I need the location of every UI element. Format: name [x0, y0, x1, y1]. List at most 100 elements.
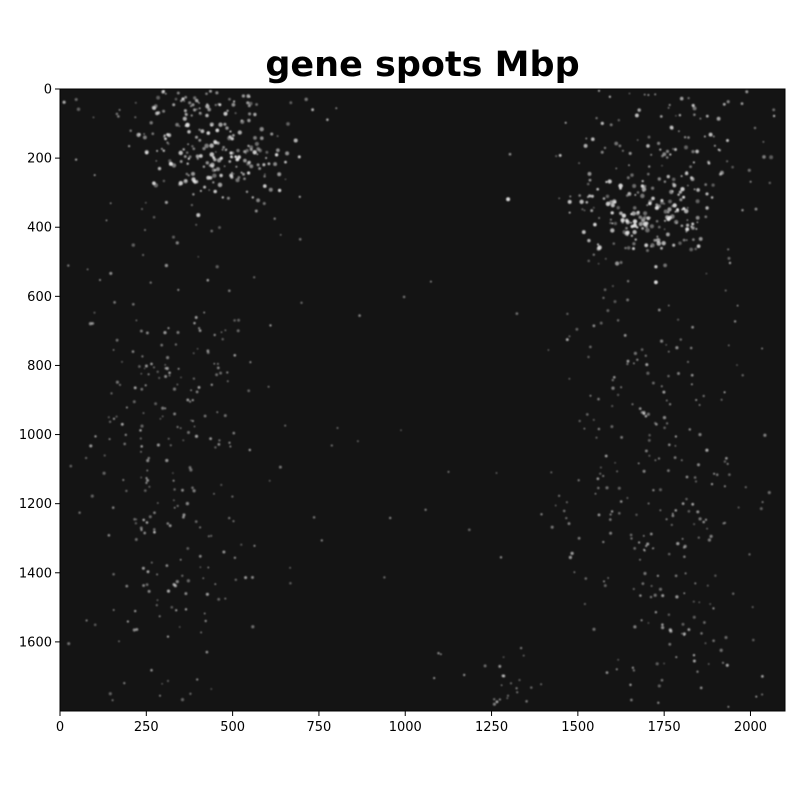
gene-spot — [558, 197, 561, 200]
gene-spot — [198, 128, 201, 131]
gene-spot — [595, 436, 598, 439]
gene-spot — [268, 479, 271, 482]
gene-spot — [696, 244, 701, 249]
x-tick-label: 1000 — [389, 720, 422, 735]
gene-spot — [193, 180, 197, 184]
gene-spot — [660, 246, 663, 250]
gene-spot — [654, 459, 657, 462]
gene-spot — [629, 533, 633, 537]
gene-spot — [198, 102, 200, 104]
gene-spot — [152, 528, 156, 531]
gene-spot — [264, 173, 266, 176]
gene-spot — [230, 155, 233, 158]
gene-spot — [158, 376, 161, 380]
gene-spot — [665, 232, 670, 237]
gene-spot — [638, 222, 643, 227]
gene-spot — [646, 204, 649, 207]
gene-spot — [628, 151, 632, 155]
gene-spot — [498, 664, 502, 668]
gene-spot — [692, 653, 696, 657]
gene-spot — [196, 157, 199, 160]
gene-spot — [173, 499, 175, 502]
gene-spot — [206, 278, 210, 282]
gene-spot — [213, 189, 217, 194]
gene-spot — [86, 268, 89, 271]
gene-spot — [515, 687, 518, 690]
gene-spot — [134, 101, 137, 104]
gene-spot — [639, 594, 642, 597]
gene-spot — [93, 174, 96, 177]
gene-spot — [698, 404, 701, 406]
gene-spot — [180, 376, 182, 379]
gene-spot — [616, 393, 620, 397]
gene-spot — [518, 679, 521, 682]
gene-spot — [566, 312, 569, 316]
gene-spot — [705, 272, 708, 275]
gene-spot — [605, 671, 609, 674]
gene-spot — [641, 218, 645, 223]
gene-spot — [690, 373, 694, 377]
gene-spot — [147, 589, 151, 593]
gene-spot — [633, 547, 637, 550]
gene-spot — [616, 470, 618, 473]
gene-spot — [233, 100, 236, 103]
gene-spot — [74, 158, 78, 161]
gene-spot — [335, 107, 338, 110]
gene-spot — [685, 227, 690, 232]
gene-spot — [189, 105, 193, 108]
gene-spot — [642, 221, 648, 227]
gene-spot — [193, 96, 197, 100]
gene-spot — [146, 469, 149, 472]
gene-spot — [218, 122, 223, 127]
gene-spot — [605, 194, 610, 199]
gene-spot — [626, 497, 629, 499]
gene-spot — [132, 400, 136, 404]
gene-spot — [724, 289, 727, 292]
gene-spot — [235, 165, 238, 168]
gene-spot — [181, 97, 185, 101]
gene-spot — [519, 646, 523, 650]
gene-spot — [193, 108, 197, 112]
gene-spot — [189, 692, 192, 695]
x-tick-label: 500 — [220, 720, 245, 735]
gene-spot — [236, 329, 240, 333]
gene-spot — [463, 673, 466, 677]
gene-spot — [191, 145, 194, 148]
gene-spot — [168, 371, 171, 375]
gene-spot — [600, 150, 604, 154]
gene-spot — [131, 350, 135, 353]
gene-spot — [209, 143, 214, 148]
gene-spot — [613, 200, 617, 204]
gene-spot — [234, 578, 238, 582]
gene-spot — [150, 362, 153, 366]
gene-spot — [204, 619, 207, 623]
gene-spot — [506, 197, 511, 202]
gene-spot — [259, 136, 264, 141]
gene-spot — [146, 478, 150, 482]
gene-spot — [99, 279, 101, 281]
gene-spot — [218, 439, 221, 442]
gene-spot — [495, 472, 498, 474]
gene-spot — [90, 494, 94, 498]
gene-spot — [112, 609, 115, 611]
gene-spot — [723, 391, 726, 394]
gene-spot — [707, 663, 710, 665]
gene-spot — [236, 148, 240, 153]
gene-spot — [242, 172, 245, 176]
gene-spot — [289, 581, 292, 585]
gene-spot — [215, 91, 219, 95]
gene-spot — [187, 174, 190, 177]
gene-spot — [736, 304, 739, 307]
gene-spot — [619, 261, 623, 264]
gene-spot — [190, 171, 196, 176]
gene-spot — [652, 547, 655, 550]
gene-spot — [632, 223, 637, 228]
gene-spot — [178, 626, 181, 628]
gene-spot — [731, 165, 734, 169]
gene-spot — [755, 695, 758, 698]
gene-spot — [589, 345, 592, 349]
gene-spot — [150, 668, 153, 672]
gene-spot — [62, 100, 66, 104]
gene-spot — [578, 419, 581, 423]
gene-spot — [613, 300, 617, 304]
